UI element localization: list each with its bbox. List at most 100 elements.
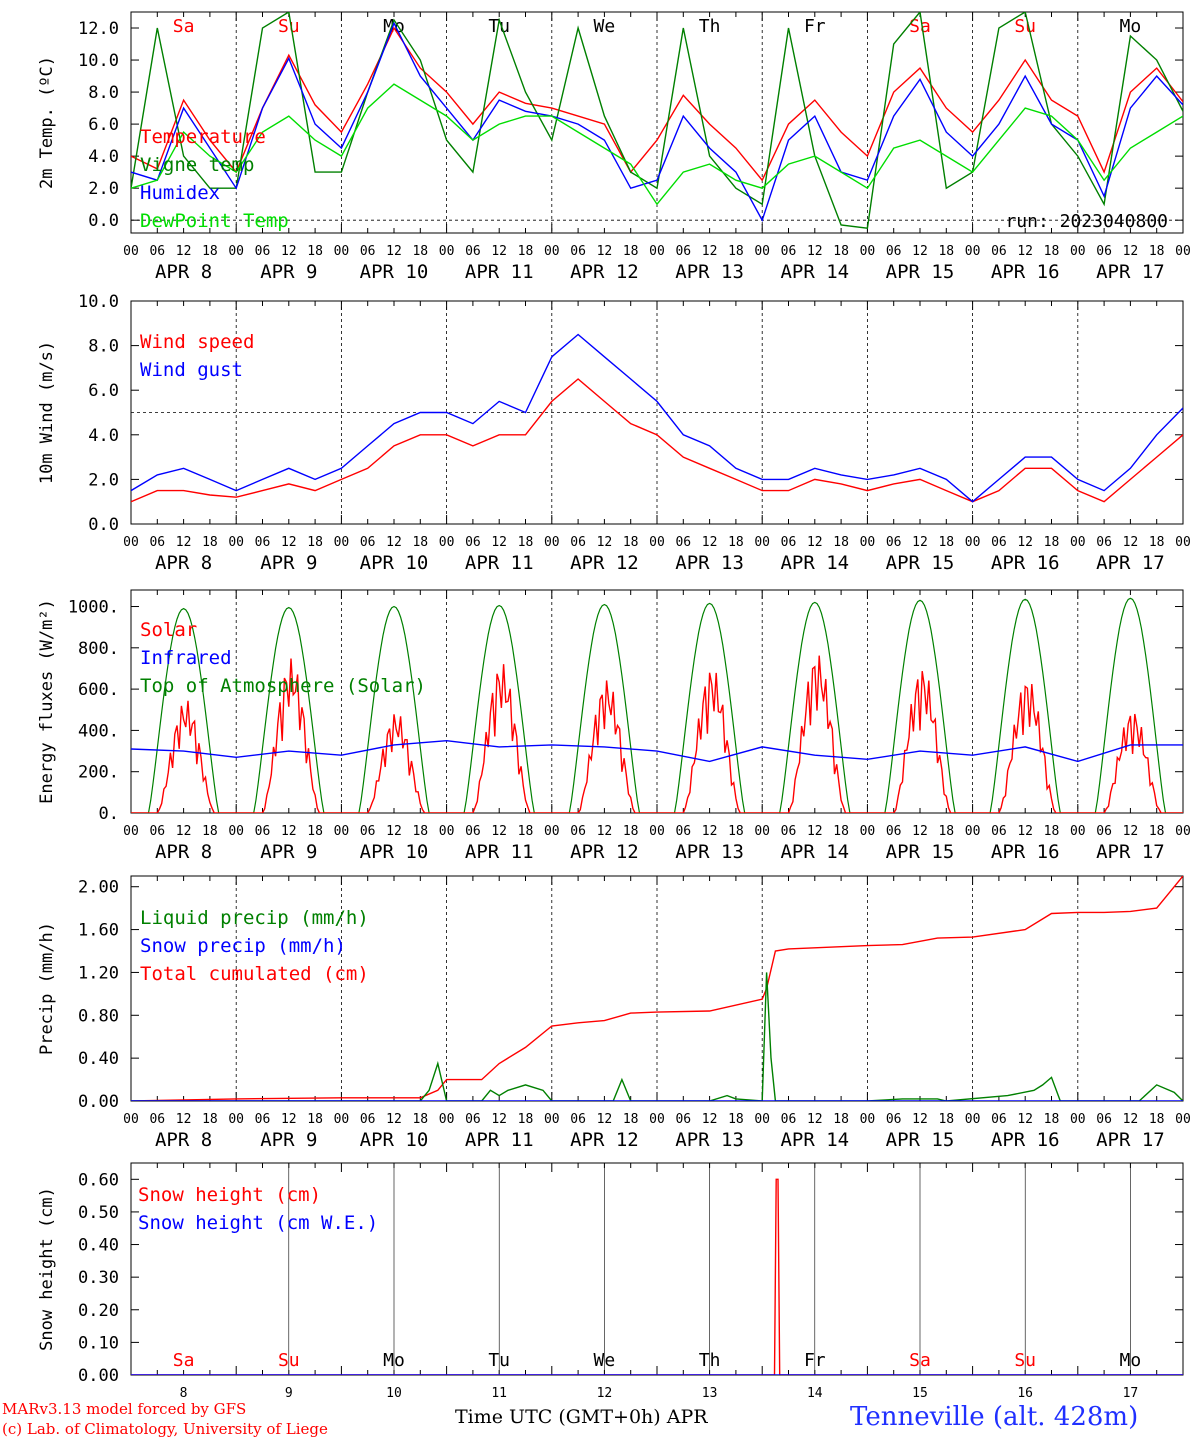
hour-tick-label: 12 [912,824,928,839]
hour-tick-label: 06 [991,535,1007,550]
day-number-label: 11 [491,1386,507,1401]
y-tick-label: 400. [78,721,119,741]
y-tick-label: 4.0 [88,147,119,167]
hour-tick-label: 18 [307,1112,323,1127]
hour-tick-label: 06 [570,824,586,839]
hour-tick-label: 06 [886,535,902,550]
hour-tick-label: 12 [281,1112,297,1127]
weekday-label: Sa [173,1350,195,1371]
series-infrared [131,739,1183,763]
day-label: APR 17 [1096,261,1165,283]
model-note: MARv3.13 model forced by GFS [2,1400,247,1418]
hour-tick-label: 00 [649,824,665,839]
hour-tick-label: 18 [1149,824,1165,839]
day-label: APR 8 [155,261,212,283]
day-label: APR 10 [360,1129,429,1151]
day-label: APR 13 [675,1129,744,1151]
hour-tick-label: 18 [518,244,534,259]
hour-tick-label: 18 [833,1112,849,1127]
hour-tick-label: 06 [886,1112,902,1127]
y-tick-label: 2.00 [78,878,119,898]
legend-entry: Wind gust [140,359,243,381]
hour-tick-label: 06 [991,1112,1007,1127]
series-snow-height-cm- [131,1178,1183,1375]
series-group [131,333,1183,503]
hour-tick-label: 00 [1175,824,1191,839]
y-tick-label: 0.00 [78,1092,119,1112]
hour-tick-label: 18 [623,1112,639,1127]
hour-tick-label: 18 [202,1112,218,1127]
y-tick-label: 800. [78,639,119,659]
y-tick-label: 0.0 [88,515,119,535]
hour-tick-label: 12 [281,535,297,550]
hour-tick-label: 12 [702,824,718,839]
y-axis-label: Precip (mm/h) [37,922,57,1055]
weekday-label: Mo [383,1350,405,1371]
day-label: APR 13 [675,261,744,283]
hour-tick-label: 00 [439,824,455,839]
hour-tick-label: 18 [1044,244,1060,259]
hour-tick-label: 18 [518,824,534,839]
hour-tick-label: 18 [412,244,428,259]
y-tick-label: 0.20 [78,1301,119,1321]
hour-tick-label: 06 [675,244,691,259]
day-label: APR 10 [360,841,429,863]
hour-tick-label: 12 [491,535,507,550]
hour-tick-label: 06 [991,244,1007,259]
day-label: APR 13 [675,552,744,574]
day-label: APR 17 [1096,1129,1165,1151]
hour-tick-label: 00 [649,1112,665,1127]
hour-tick-label: 18 [1149,535,1165,550]
day-label: APR 11 [465,841,534,863]
hour-tick-label: 18 [412,1112,428,1127]
hour-tick-label: 06 [149,1112,165,1127]
y-tick-label: 0.40 [78,1049,119,1069]
day-number-label: 14 [807,1386,823,1401]
hour-tick-label: 18 [1149,244,1165,259]
y-tick-label: 600. [78,680,119,700]
hour-tick-label: 00 [860,1112,876,1127]
hour-tick-label: 12 [176,824,192,839]
chart-panel-5: 0.00 0.10 0.20 0.30 0.40 0.50 0.60 Snow height … [37,1162,1184,1401]
series-liquid-precip [131,972,1183,1101]
legend-entry: Solar [140,619,197,641]
legend-entry: Total cumulated (cm) [140,963,369,985]
hour-tick-label: 12 [281,244,297,259]
hour-tick-label: 00 [123,535,139,550]
hour-tick-label: 06 [675,1112,691,1127]
hour-tick-label: 00 [754,824,770,839]
hour-tick-label: 12 [597,535,613,550]
station-title: Tenneville (alt. 428m) [850,1402,1139,1432]
day-label: APR 10 [360,552,429,574]
hour-tick-label: 18 [623,244,639,259]
hour-tick-label: 06 [149,244,165,259]
hour-tick-label: 12 [912,1112,928,1127]
hour-tick-label: 18 [202,244,218,259]
hour-tick-label: 06 [886,244,902,259]
hour-tick-label: 12 [1017,1112,1033,1127]
weekday-label: Sa [173,16,195,37]
hour-tick-label: 06 [1096,1112,1112,1127]
hour-tick-label: 18 [938,535,954,550]
hour-tick-label: 18 [728,244,744,259]
weekday-label: Su [278,16,300,37]
y-tick-label: 6.0 [88,381,119,401]
day-label: APR 11 [465,261,534,283]
hour-tick-label: 18 [833,824,849,839]
hour-tick-label: 06 [255,824,271,839]
hour-tick-label: 18 [623,535,639,550]
hour-tick-label: 00 [1070,824,1086,839]
hour-tick-label: 12 [1123,244,1139,259]
y-tick-label: 0. [99,804,119,824]
chart-panel-1: 0.0 2.0 4.0 6.0 8.0 10.0 12.0 2m Temp. (ºC) 00 06… [37,11,1191,283]
hour-tick-label: 18 [518,535,534,550]
day-number-label: 16 [1017,1386,1033,1401]
hour-tick-label: 18 [307,824,323,839]
day-label: APR 14 [780,261,849,283]
hour-tick-label: 00 [965,244,981,259]
series-toa-solar [131,597,1183,813]
hour-tick-label: 00 [439,1112,455,1127]
y-axis-label: Energy fluxes (W/m²) [37,599,57,804]
hour-tick-label: 06 [991,824,1007,839]
hour-tick-label: 12 [176,244,192,259]
